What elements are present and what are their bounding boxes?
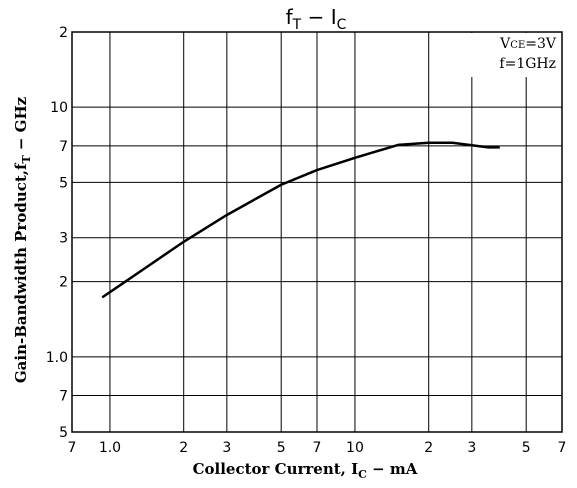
y-tick-label: 7 xyxy=(59,139,68,155)
y-tick-label: 10 xyxy=(50,100,68,116)
data-line xyxy=(101,141,500,299)
y-tick-label: 2 xyxy=(59,25,68,41)
x-axis-label: Collector Current, IC − mA xyxy=(193,460,418,481)
x-tick-label: 5 xyxy=(522,440,531,456)
x-tick-label: 5 xyxy=(277,440,286,456)
y-axis-label: Gain-Bandwidth Product,fT − GHz xyxy=(12,96,33,383)
label-part: Collector Current, I xyxy=(193,460,359,478)
plot-frame xyxy=(71,31,563,433)
label-sub: C xyxy=(358,468,367,481)
annotation-part: =3V xyxy=(525,36,557,52)
chart-title: fT − IC xyxy=(286,5,347,33)
y-tick-label: 1.0 xyxy=(46,350,68,366)
y-tick-label: 3 xyxy=(59,231,68,247)
y-tick-label: 5 xyxy=(59,425,68,441)
label-part: − mA xyxy=(367,460,418,478)
annotation-part: V xyxy=(499,36,511,52)
x-tick-label: 3 xyxy=(467,440,476,456)
label-sub: T xyxy=(20,155,33,164)
x-tick-label: 2 xyxy=(424,440,433,456)
label-part: − GHz xyxy=(12,96,30,155)
annotation: VCE=3V xyxy=(499,36,557,52)
label-part: Gain-Bandwidth Product,f xyxy=(12,162,30,383)
title-part: f xyxy=(286,5,294,29)
annotation: f=1GHz xyxy=(499,56,556,72)
annotation-box xyxy=(468,33,561,77)
y-tick-label: 7 xyxy=(59,389,68,405)
title-part: − I xyxy=(301,5,336,29)
x-tick-label: 7 xyxy=(68,440,77,456)
y-tick-label: 5 xyxy=(59,175,68,191)
annotation-sub: CE xyxy=(510,40,525,51)
x-tick-label: 2 xyxy=(179,440,188,456)
x-tick-label: 10 xyxy=(346,440,364,456)
y-tick-label: 2 xyxy=(59,275,68,291)
x-tick-label: 1.0 xyxy=(99,440,121,456)
x-tick-label: 7 xyxy=(558,440,567,456)
x-tick-label: 3 xyxy=(222,440,231,456)
title-sub: C xyxy=(337,17,347,33)
title-sub: T xyxy=(292,17,302,33)
x-tick-label: 7 xyxy=(313,440,322,456)
